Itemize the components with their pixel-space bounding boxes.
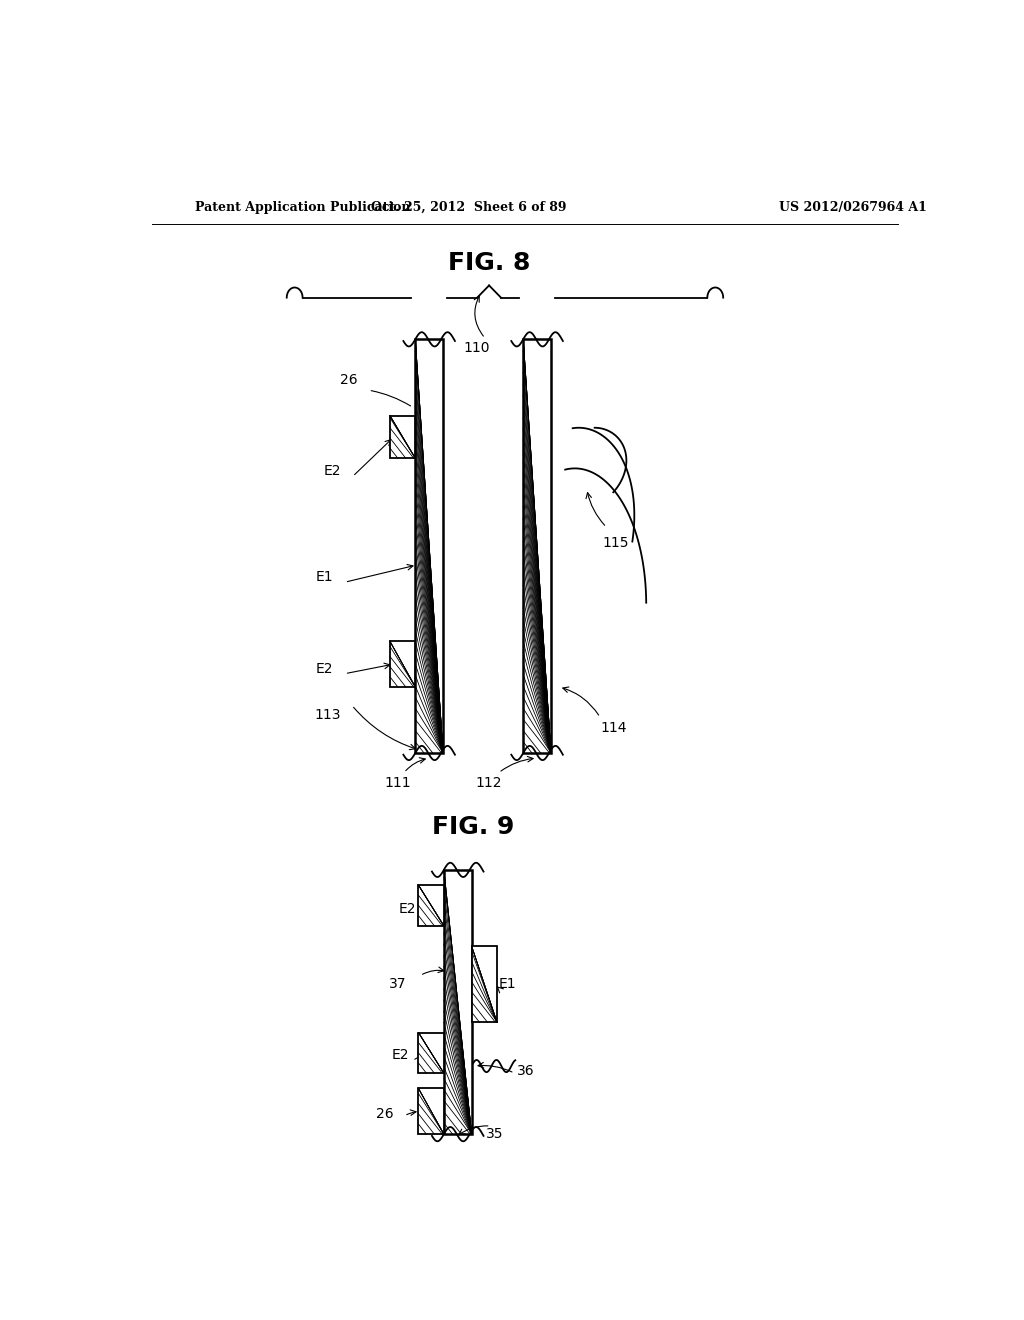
Text: E2: E2 <box>324 465 341 478</box>
Text: Patent Application Publication: Patent Application Publication <box>196 201 411 214</box>
Polygon shape <box>390 416 416 458</box>
Text: 110: 110 <box>464 342 490 355</box>
Text: 112: 112 <box>475 756 534 789</box>
Text: 111: 111 <box>384 758 425 789</box>
Text: E2: E2 <box>398 902 416 916</box>
Text: 26: 26 <box>376 1106 393 1121</box>
Text: 113: 113 <box>314 709 341 722</box>
Polygon shape <box>472 946 497 1022</box>
Text: US 2012/0267964 A1: US 2012/0267964 A1 <box>778 201 927 214</box>
Polygon shape <box>419 1089 443 1134</box>
Text: FIG. 8: FIG. 8 <box>447 251 530 275</box>
Polygon shape <box>419 1032 443 1073</box>
Text: 37: 37 <box>389 977 407 991</box>
Text: 114: 114 <box>600 721 627 735</box>
Text: Oct. 25, 2012  Sheet 6 of 89: Oct. 25, 2012 Sheet 6 of 89 <box>372 201 567 214</box>
Text: 35: 35 <box>486 1127 504 1142</box>
Text: 36: 36 <box>517 1064 535 1078</box>
Polygon shape <box>419 886 443 925</box>
Polygon shape <box>416 339 443 752</box>
Text: E1: E1 <box>499 977 516 991</box>
Text: E2: E2 <box>391 1048 409 1061</box>
Text: FIG. 9: FIG. 9 <box>432 816 514 840</box>
Polygon shape <box>443 870 472 1134</box>
Polygon shape <box>523 339 551 752</box>
Text: E1: E1 <box>316 570 334 585</box>
Text: 26: 26 <box>340 374 357 387</box>
Text: E2: E2 <box>316 661 334 676</box>
Text: 115: 115 <box>602 536 629 549</box>
Polygon shape <box>390 642 416 686</box>
